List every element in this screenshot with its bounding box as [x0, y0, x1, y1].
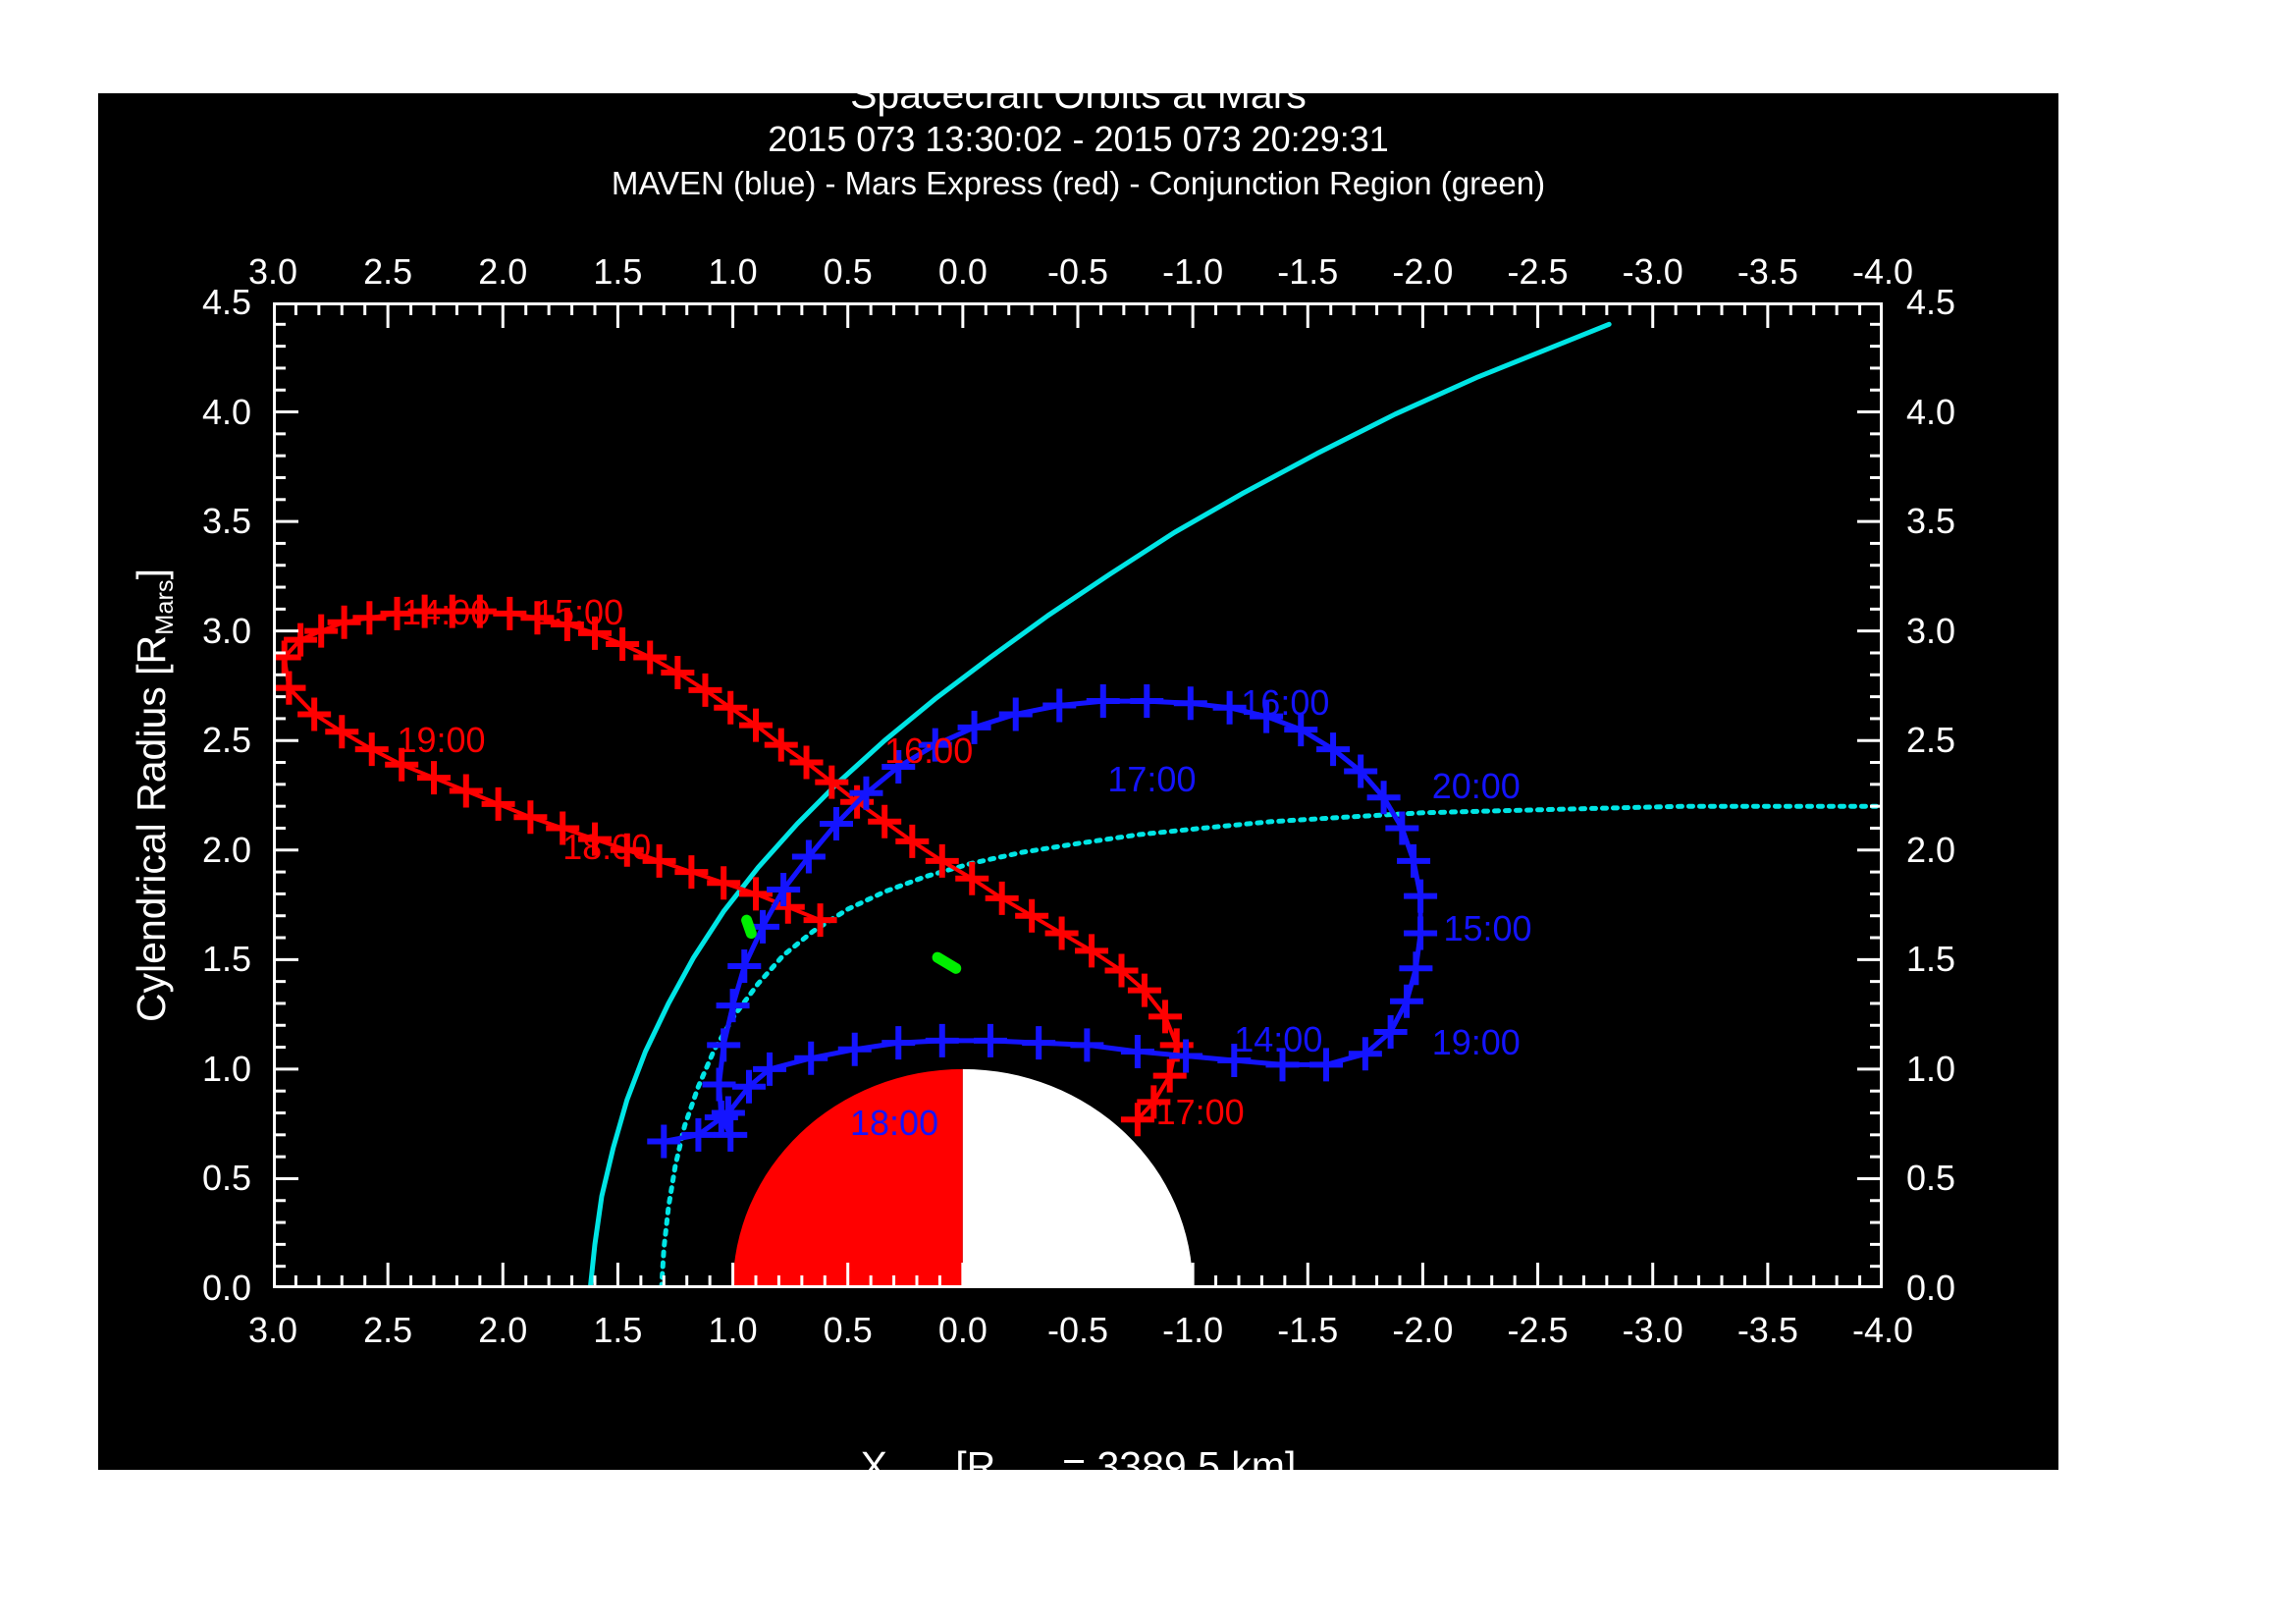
mars-express-time-label: 16:00	[884, 730, 973, 772]
plot-frame	[273, 302, 1883, 1288]
y-tick-label-right: 4.5	[1906, 282, 1955, 323]
chart-subtitle: 2015 073 13:30:02 - 2015 073 20:29:31	[98, 119, 2058, 160]
mars-express-time-label: 15:00	[535, 592, 623, 633]
x-tick-label-top: 0.0	[938, 251, 988, 293]
x-tick-label-bottom: -3.5	[1737, 1310, 1798, 1351]
y-tick-label-right: 4.0	[1906, 392, 1955, 433]
x-tick-label-bottom: 2.5	[363, 1310, 412, 1351]
y-tick-label-right: 1.0	[1906, 1049, 1955, 1090]
y-tick-label-right: 1.5	[1906, 939, 1955, 980]
y-tick-label-left: 0.5	[202, 1158, 251, 1199]
y-axis-label: Cylendrical Radius [RMars]	[129, 568, 175, 1022]
x-tick-label-top: 3.0	[248, 251, 297, 293]
x-tick-label-top: -2.0	[1392, 251, 1453, 293]
y-tick-label-left: 4.5	[202, 282, 251, 323]
y-tick-label-left: 1.5	[202, 939, 251, 980]
mars-express-time-label: 19:00	[397, 720, 485, 761]
y-tick-label-left: 4.0	[202, 392, 251, 433]
chart-title: Spacecraft Orbits at Mars	[98, 72, 2058, 118]
y-tick-label-left: 2.5	[202, 720, 251, 761]
x-tick-label-bottom: -3.0	[1623, 1310, 1683, 1351]
y-tick-label-right: 0.0	[1906, 1268, 1955, 1309]
y-tick-label-right: 0.5	[1906, 1158, 1955, 1199]
y-tick-label-left: 2.0	[202, 830, 251, 871]
x-tick-label-bottom: 0.5	[824, 1310, 873, 1351]
x-tick-label-top: -4.0	[1852, 251, 1913, 293]
x-tick-label-bottom: -1.0	[1162, 1310, 1223, 1351]
mars-express-time-label: 18:00	[562, 827, 651, 868]
maven-time-label: 17:00	[1107, 759, 1196, 800]
x-tick-label-top: -3.0	[1623, 251, 1683, 293]
x-tick-label-top: -0.5	[1047, 251, 1108, 293]
x-tick-label-bottom: -2.5	[1508, 1310, 1569, 1351]
maven-time-label: 16:00	[1241, 682, 1329, 724]
x-tick-label-top: -2.5	[1508, 251, 1569, 293]
x-tick-label-top: -1.5	[1277, 251, 1338, 293]
x-tick-label-bottom: -0.5	[1047, 1310, 1108, 1351]
x-tick-label-top: 2.0	[478, 251, 527, 293]
x-tick-label-bottom: 0.0	[938, 1310, 988, 1351]
x-tick-label-top: 2.5	[363, 251, 412, 293]
maven-time-label: 19:00	[1432, 1022, 1521, 1063]
x-tick-label-bottom: 1.0	[709, 1310, 758, 1351]
x-tick-label-top: 1.5	[593, 251, 642, 293]
y-tick-label-left: 0.0	[202, 1268, 251, 1309]
y-tick-label-right: 2.5	[1906, 720, 1955, 761]
x-tick-label-bottom: -2.0	[1392, 1310, 1453, 1351]
x-tick-label-top: 1.0	[709, 251, 758, 293]
x-axis-label: XMSO [RMars = 3389.5 km]	[98, 1443, 2058, 1489]
maven-time-label: 18:00	[850, 1103, 938, 1144]
mars-express-time-label: 17:00	[1156, 1092, 1245, 1133]
y-tick-label-left: 1.0	[202, 1049, 251, 1090]
y-tick-label-right: 3.0	[1906, 611, 1955, 652]
x-tick-label-top: -3.5	[1737, 251, 1798, 293]
x-tick-label-bottom: 1.5	[593, 1310, 642, 1351]
chart-legend-line: MAVEN (blue) - Mars Express (red) - Conj…	[98, 165, 2058, 202]
x-tick-label-bottom: 2.0	[478, 1310, 527, 1351]
maven-time-label: 14:00	[1234, 1019, 1322, 1060]
x-tick-label-top: -1.0	[1162, 251, 1223, 293]
maven-time-label: 15:00	[1443, 908, 1531, 949]
x-tick-label-top: 0.5	[824, 251, 873, 293]
x-tick-label-bottom: -1.5	[1277, 1310, 1338, 1351]
y-tick-label-right: 2.0	[1906, 830, 1955, 871]
y-tick-label-left: 3.5	[202, 501, 251, 542]
x-tick-label-bottom: -4.0	[1852, 1310, 1913, 1351]
maven-time-label: 20:00	[1432, 766, 1521, 807]
mars-express-time-label: 14:00	[401, 592, 490, 633]
y-tick-label-left: 3.0	[202, 611, 251, 652]
y-tick-label-right: 3.5	[1906, 501, 1955, 542]
plot-canvas: Spacecraft Orbits at Mars 2015 073 13:30…	[98, 93, 2058, 1470]
x-tick-label-bottom: 3.0	[248, 1310, 297, 1351]
